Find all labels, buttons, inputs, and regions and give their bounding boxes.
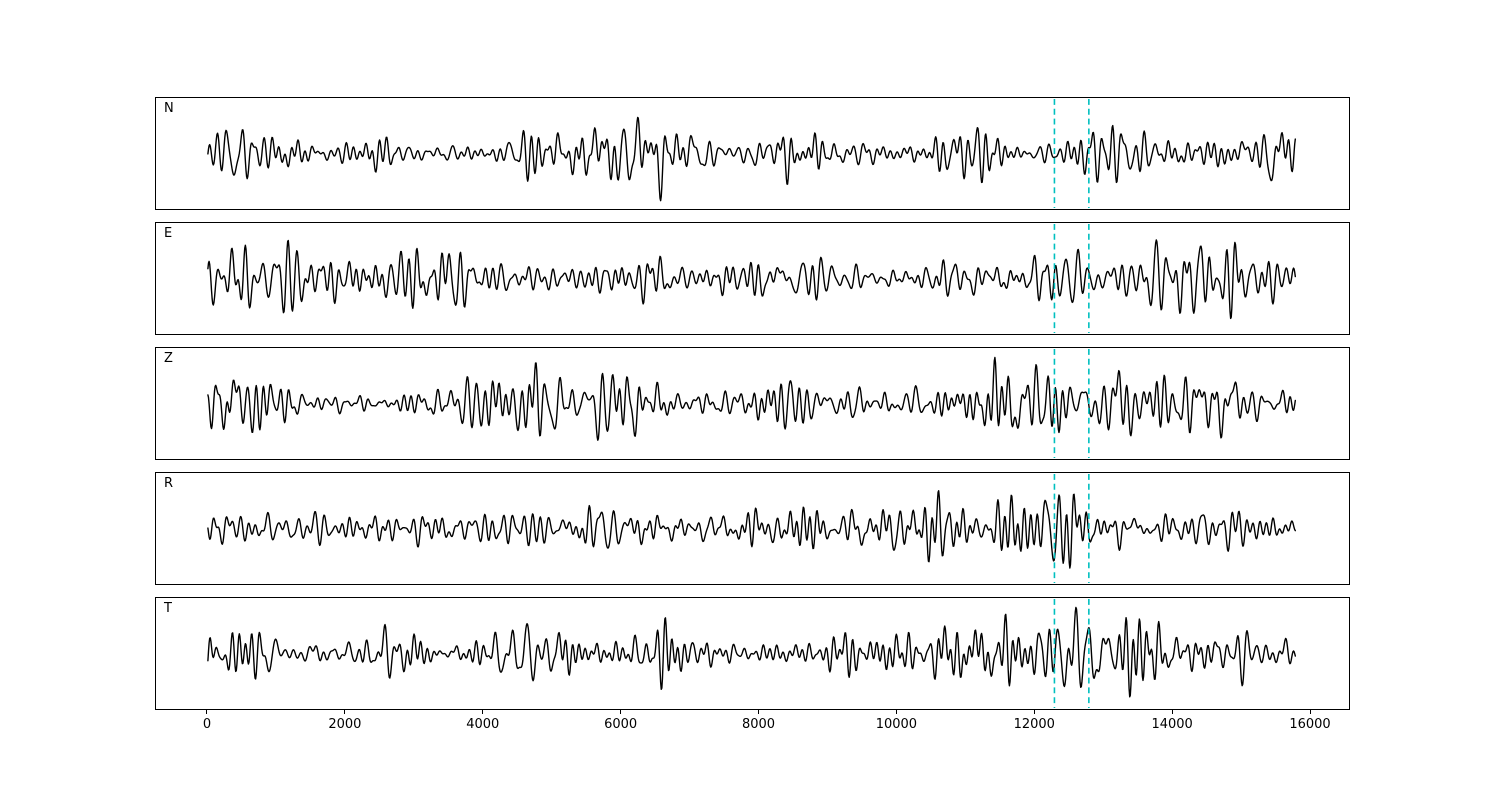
x-tick-mark bbox=[482, 710, 484, 714]
channel-label-z: Z bbox=[164, 351, 173, 366]
subplot-channel-z: Z bbox=[155, 347, 1350, 460]
waveform-trace bbox=[207, 116, 1297, 202]
x-tick-label: 2000 bbox=[328, 717, 362, 732]
waveform-plot-r bbox=[207, 473, 1297, 584]
subplot-channel-n: N bbox=[155, 97, 1350, 210]
x-tick-mark bbox=[620, 710, 622, 714]
channel-label-t: T bbox=[164, 601, 172, 616]
x-tick-mark bbox=[1033, 710, 1035, 714]
x-tick-label: 16000 bbox=[1289, 717, 1331, 732]
waveform-trace bbox=[207, 356, 1297, 441]
waveform-trace bbox=[207, 606, 1297, 698]
channel-label-r: R bbox=[164, 476, 174, 491]
x-tick-label: 0 bbox=[202, 717, 212, 732]
waveform-trace bbox=[207, 239, 1297, 320]
waveform-plot-t bbox=[207, 598, 1297, 709]
x-tick-label: 8000 bbox=[741, 717, 776, 732]
x-tick-label: 14000 bbox=[1151, 717, 1193, 732]
x-tick-mark bbox=[1309, 710, 1311, 714]
waveform-plot-z bbox=[207, 348, 1297, 459]
subplot-channel-r: R bbox=[155, 472, 1350, 585]
x-tick-mark bbox=[206, 710, 208, 714]
x-tick-mark bbox=[757, 710, 759, 714]
x-tick-mark bbox=[1171, 710, 1173, 714]
x-tick-mark bbox=[895, 710, 897, 714]
channel-label-n: N bbox=[164, 101, 174, 116]
x-tick-label: 4000 bbox=[466, 717, 500, 732]
channel-label-e: E bbox=[164, 226, 173, 241]
waveform-plot-e bbox=[207, 223, 1297, 334]
waveform-plot-n bbox=[207, 98, 1297, 209]
x-axis: 0 2000 4000 6000 8000 10000 12000 14000 16000 bbox=[155, 710, 1350, 746]
waveform-trace bbox=[207, 490, 1297, 569]
x-tick-label: 10000 bbox=[875, 717, 918, 732]
subplot-channel-e: E bbox=[155, 222, 1350, 335]
x-tick-mark bbox=[344, 710, 346, 714]
x-tick-label: 12000 bbox=[1013, 717, 1055, 732]
subplot-channel-t: T bbox=[155, 597, 1350, 710]
x-tick-label: 6000 bbox=[604, 717, 638, 732]
